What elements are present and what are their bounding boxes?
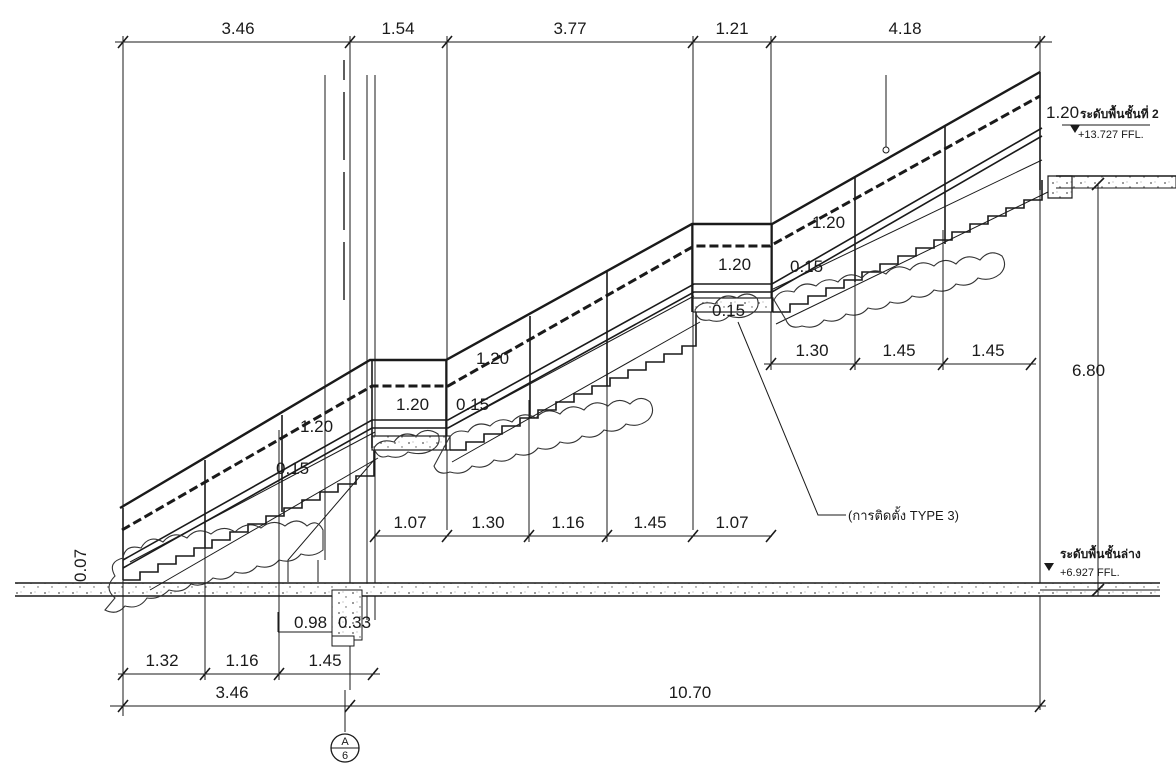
lower-mid-dim-4: 1.45 <box>633 513 666 532</box>
rail-height-labels: 1.20 1.20 1.20 1.20 1.20 1.20 0.15 0.15 … <box>276 103 1079 478</box>
rail-height-5: 1.20 <box>812 213 845 232</box>
lower-mid-dim-1: 1.07 <box>393 513 426 532</box>
section-marker-bottom: 6 <box>342 750 348 762</box>
rail-height-3: 1.20 <box>476 349 509 368</box>
upper-level-value: +13.727 FFL. <box>1078 129 1144 141</box>
rail-height-1: 1.20 <box>300 417 333 436</box>
bottom-dimension-row1: 1.32 1.16 1.45 <box>117 430 380 716</box>
upper-level-marker: ระดับพื้นชั้นที่ 2 +13.727 FFL. <box>1062 104 1159 141</box>
rail-posts <box>122 72 1041 580</box>
height-dimension: 6.80 <box>1072 177 1105 597</box>
stringer-support <box>277 459 375 633</box>
extension-lines <box>122 36 1041 710</box>
lower-level-label: ระดับพื้นชั้นล่าง <box>1060 544 1141 561</box>
bottom-dim-total-left: 3.46 <box>215 683 248 702</box>
small-dim-098: 0.98 <box>294 613 327 632</box>
step-offset-2: 0.15 <box>456 395 489 414</box>
step-offset-1: 0.15 <box>276 459 309 478</box>
installation-callout: (การติดตั้ง TYPE 3) <box>737 321 959 523</box>
rail-height-6: 1.20 <box>1046 103 1079 122</box>
rail-height-4: 1.20 <box>718 255 751 274</box>
step-offset-4: 0.15 <box>790 257 823 276</box>
lower-level-marker: ระดับพื้นชั้นล่าง +6.927 FFL. <box>1044 544 1141 579</box>
small-dim-thickness: 0.07 <box>71 549 90 582</box>
handrail <box>122 127 1043 569</box>
revision-cloud-3 <box>773 252 1006 328</box>
landing-2 <box>692 297 774 313</box>
ground-slab <box>15 582 1160 647</box>
section-marker: A 6 <box>330 690 360 763</box>
small-dims: 0.07 0.98 0.33 <box>71 549 371 632</box>
stair-flight-3 <box>770 159 1049 325</box>
lower-mid-dim-2: 1.30 <box>471 513 504 532</box>
section-marker-top: A <box>341 736 349 748</box>
upper-slab <box>1047 175 1176 199</box>
step-offset-3: 0.15 <box>712 301 745 320</box>
bottom-dim-3: 1.45 <box>308 651 341 670</box>
callout-label: (การติดตั้ง TYPE 3) <box>848 506 959 523</box>
top-dim-3: 3.77 <box>553 19 586 38</box>
upper-level-label: ระดับพื้นชั้นที่ 2 <box>1080 104 1159 121</box>
small-dim-033: 0.33 <box>338 613 371 632</box>
top-dimension-line: 3.46 1.54 3.77 1.21 4.18 <box>115 19 1052 49</box>
revision-cloud-1 <box>104 429 440 613</box>
bottom-dim-total-right: 10.70 <box>669 683 712 702</box>
bottom-dim-1: 1.32 <box>145 651 178 670</box>
lower-mid-dim-5: 1.07 <box>715 513 748 532</box>
bottom-dimension-row2: 3.46 10.70 <box>110 683 1046 713</box>
upper-mid-dim-1: 1.30 <box>795 341 828 360</box>
lower-mid-dim-3: 1.16 <box>551 513 584 532</box>
guard-rail-top <box>119 70 1041 532</box>
top-dim-4: 1.21 <box>715 19 748 38</box>
lower-level-value: +6.927 FFL. <box>1060 567 1120 579</box>
revision-cloud-2 <box>433 293 759 474</box>
top-dim-5: 4.18 <box>888 19 921 38</box>
top-dim-1: 3.46 <box>221 19 254 38</box>
upper-mid-dimension-line: 1.30 1.45 1.45 <box>764 230 1037 371</box>
upper-mid-dim-2: 1.45 <box>882 341 915 360</box>
height-dim: 6.80 <box>1072 361 1105 380</box>
top-dim-2: 1.54 <box>381 19 414 38</box>
lower-mid-dimension-line: 1.07 1.30 1.16 1.45 1.07 <box>369 370 777 543</box>
rail-height-2: 1.20 <box>396 395 429 414</box>
bottom-dim-2: 1.16 <box>225 651 258 670</box>
upper-mid-dim-3: 1.45 <box>971 341 1004 360</box>
stair-flight-2 <box>447 295 701 463</box>
